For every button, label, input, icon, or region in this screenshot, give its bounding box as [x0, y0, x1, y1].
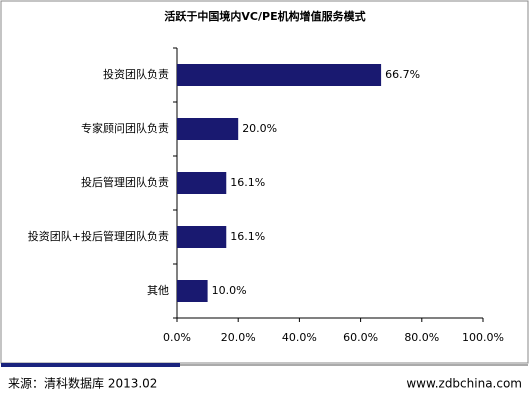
value-label: 16.1%: [230, 176, 265, 189]
y-tick-label: 专家顾问团队负责: [81, 121, 169, 135]
value-label: 20.0%: [242, 122, 277, 135]
x-tick-label: 0.0%: [163, 331, 191, 344]
x-tick-label: 60.0%: [343, 331, 378, 344]
x-tick-label: 80.0%: [404, 331, 439, 344]
x-tick-label: 20.0%: [221, 331, 256, 344]
chart-border: [0, 0, 529, 364]
bar: [177, 280, 208, 302]
chart-title: 活跃于中国境内VC/PE机构增值服务模式: [164, 9, 365, 23]
bar: [177, 64, 382, 86]
bar: [177, 172, 227, 194]
y-tick-label: 其他: [147, 284, 169, 297]
y-tick-label: 投资团队+投后管理团队负责: [28, 229, 169, 243]
bar: [177, 226, 227, 248]
y-tick-label: 投资团队负责: [103, 67, 169, 81]
x-tick-label: 40.0%: [282, 331, 317, 344]
value-label: 16.1%: [230, 230, 265, 243]
source-note: 来源：清科数据库 2013.02: [8, 376, 157, 391]
website: www.zdbchina.com: [406, 377, 522, 391]
value-label: 10.0%: [212, 284, 247, 297]
value-label: 66.7%: [385, 68, 420, 81]
bar: [177, 118, 239, 140]
y-tick-label: 投后管理团队负责: [81, 175, 169, 189]
x-tick-label: 100.0%: [462, 331, 504, 344]
